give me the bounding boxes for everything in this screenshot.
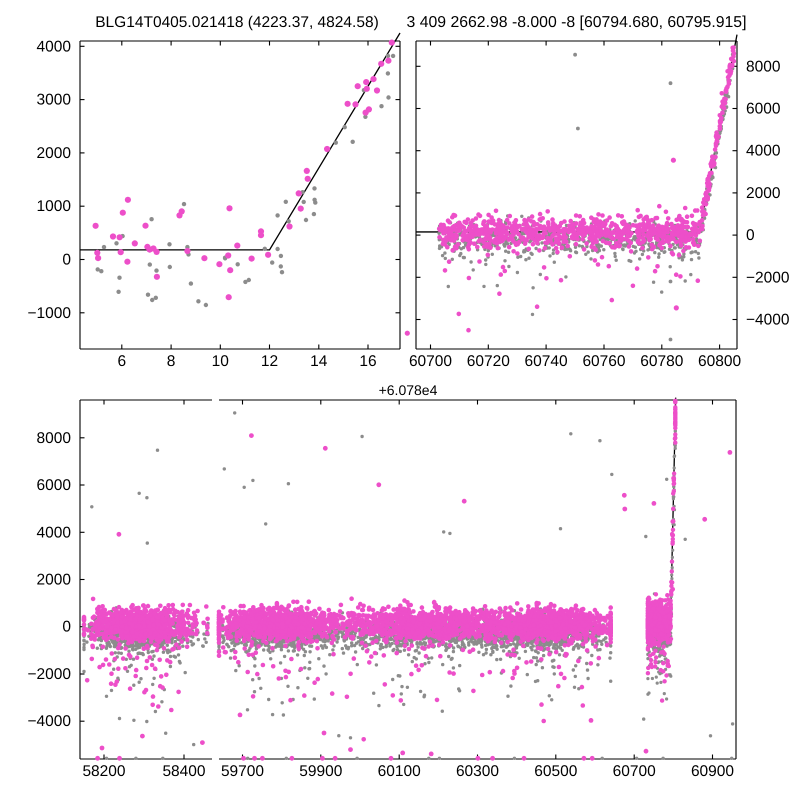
- svg-text:60800: 60800: [698, 353, 741, 370]
- svg-text:60780: 60780: [640, 353, 683, 370]
- svg-text:60900: 60900: [691, 763, 734, 780]
- svg-text:4000: 4000: [37, 524, 72, 541]
- svg-text:2000: 2000: [37, 572, 72, 589]
- svg-text:−2000: −2000: [27, 666, 71, 683]
- svg-text:60500: 60500: [534, 763, 577, 780]
- svg-text:12: 12: [261, 353, 278, 370]
- svg-text:+6.078e4: +6.078e4: [379, 382, 438, 398]
- svg-text:−1000: −1000: [27, 305, 71, 322]
- svg-text:60100: 60100: [378, 763, 421, 780]
- svg-text:60720: 60720: [467, 353, 510, 370]
- svg-text:59700: 59700: [221, 763, 264, 780]
- svg-text:8000: 8000: [746, 58, 781, 75]
- svg-text:0: 0: [62, 252, 71, 269]
- svg-text:2000: 2000: [37, 145, 72, 162]
- svg-text:8: 8: [167, 353, 176, 370]
- svg-text:60700: 60700: [613, 763, 656, 780]
- svg-text:58400: 58400: [162, 763, 205, 780]
- svg-text:10: 10: [212, 353, 230, 370]
- svg-text:16: 16: [359, 353, 376, 370]
- svg-text:60740: 60740: [525, 353, 568, 370]
- svg-text:−4000: −4000: [746, 312, 790, 329]
- svg-text:60700: 60700: [409, 353, 452, 370]
- svg-text:0: 0: [746, 227, 755, 244]
- svg-text:6000: 6000: [37, 477, 72, 494]
- svg-text:4000: 4000: [746, 143, 781, 160]
- svg-text:6: 6: [117, 353, 126, 370]
- svg-text:3 409 2662.98 -8.000 -8 [60794: 3 409 2662.98 -8.000 -8 [60794.680, 6079…: [407, 14, 747, 31]
- svg-text:59900: 59900: [299, 763, 342, 780]
- svg-text:0: 0: [62, 619, 71, 636]
- svg-text:58200: 58200: [82, 763, 125, 780]
- svg-text:14: 14: [310, 353, 328, 370]
- svg-text:BLG14T0405.021418 (4223.37, 48: BLG14T0405.021418 (4223.37, 4824.58): [95, 14, 379, 31]
- svg-text:3000: 3000: [37, 92, 72, 109]
- svg-text:6000: 6000: [746, 101, 781, 118]
- svg-text:60760: 60760: [582, 353, 625, 370]
- svg-text:60300: 60300: [456, 763, 499, 780]
- svg-text:8000: 8000: [37, 430, 72, 447]
- svg-text:−4000: −4000: [27, 713, 71, 730]
- svg-text:−2000: −2000: [746, 269, 790, 286]
- svg-text:2000: 2000: [746, 185, 781, 202]
- svg-text:1000: 1000: [37, 198, 72, 215]
- svg-text:4000: 4000: [37, 38, 72, 55]
